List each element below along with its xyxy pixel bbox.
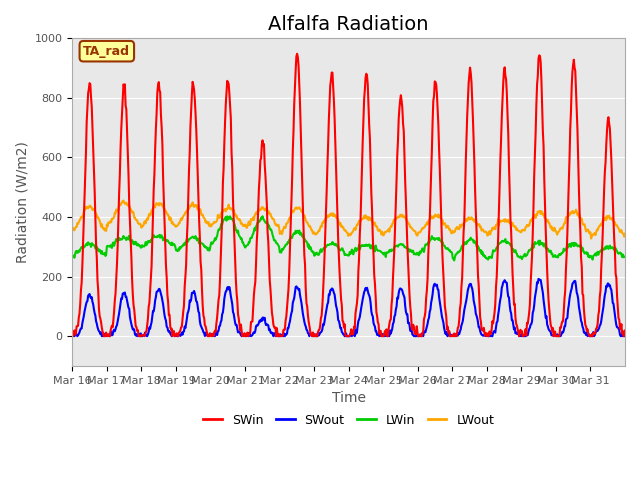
SWin bbox=[134, 327, 141, 333]
LWout bbox=[120, 198, 127, 204]
SWin bbox=[284, 295, 292, 300]
LWout bbox=[588, 236, 595, 241]
LWout bbox=[284, 220, 292, 226]
SWin bbox=[100, 333, 108, 339]
Y-axis label: Radiation (W/m2): Radiation (W/m2) bbox=[15, 141, 29, 263]
SWin bbox=[407, 312, 415, 317]
Line: SWin: SWin bbox=[72, 54, 625, 336]
SWin bbox=[621, 328, 629, 334]
LWin bbox=[451, 258, 458, 264]
LWin bbox=[284, 239, 292, 245]
LWin bbox=[621, 253, 629, 259]
LWin bbox=[406, 247, 414, 252]
LWin bbox=[263, 219, 271, 225]
LWout bbox=[236, 216, 243, 222]
SWout bbox=[436, 305, 444, 311]
SWout bbox=[68, 333, 76, 339]
LWout bbox=[134, 220, 141, 226]
LWout bbox=[621, 231, 629, 237]
LWout bbox=[406, 225, 414, 230]
LWout bbox=[437, 216, 445, 222]
SWin bbox=[68, 332, 76, 337]
SWin bbox=[293, 51, 301, 57]
LWin bbox=[68, 252, 76, 258]
Line: SWout: SWout bbox=[72, 279, 625, 336]
SWout bbox=[235, 329, 243, 335]
LWin bbox=[437, 239, 445, 245]
Text: TA_rad: TA_rad bbox=[83, 45, 131, 58]
Line: LWout: LWout bbox=[72, 201, 625, 239]
Title: Alfalfa Radiation: Alfalfa Radiation bbox=[268, 15, 429, 34]
LWin bbox=[133, 242, 141, 248]
SWout bbox=[262, 322, 270, 328]
SWout bbox=[283, 331, 291, 336]
SWout bbox=[406, 323, 413, 328]
SWout bbox=[534, 276, 542, 282]
LWin bbox=[235, 232, 243, 238]
SWout bbox=[133, 333, 141, 339]
Line: LWin: LWin bbox=[72, 216, 625, 261]
LWout bbox=[263, 204, 271, 210]
Legend: SWin, SWout, LWin, LWout: SWin, SWout, LWin, LWout bbox=[198, 409, 499, 432]
SWin bbox=[236, 322, 243, 327]
LWout bbox=[68, 227, 76, 233]
SWin bbox=[263, 202, 271, 207]
X-axis label: Time: Time bbox=[332, 391, 365, 405]
SWout bbox=[621, 333, 629, 339]
LWin bbox=[259, 214, 266, 219]
SWin bbox=[438, 240, 446, 245]
